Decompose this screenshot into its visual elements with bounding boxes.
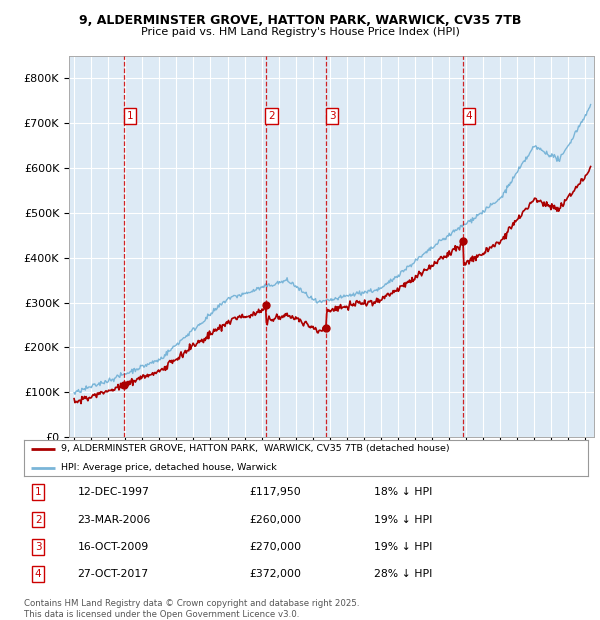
Text: 4: 4 [466, 112, 472, 122]
Text: 1: 1 [35, 487, 41, 497]
Text: 9, ALDERMINSTER GROVE, HATTON PARK,  WARWICK, CV35 7TB (detached house): 9, ALDERMINSTER GROVE, HATTON PARK, WARW… [61, 444, 449, 453]
Text: 18% ↓ HPI: 18% ↓ HPI [374, 487, 432, 497]
Text: 9, ALDERMINSTER GROVE, HATTON PARK, WARWICK, CV35 7TB: 9, ALDERMINSTER GROVE, HATTON PARK, WARW… [79, 14, 521, 27]
Text: HPI: Average price, detached house, Warwick: HPI: Average price, detached house, Warw… [61, 463, 277, 472]
Text: 3: 3 [35, 542, 41, 552]
Text: 2: 2 [268, 112, 275, 122]
Text: 28% ↓ HPI: 28% ↓ HPI [374, 569, 432, 579]
Text: 16-OCT-2009: 16-OCT-2009 [77, 542, 149, 552]
Text: 23-MAR-2006: 23-MAR-2006 [77, 515, 151, 525]
Text: £260,000: £260,000 [250, 515, 302, 525]
Text: 2: 2 [35, 515, 41, 525]
Text: Price paid vs. HM Land Registry's House Price Index (HPI): Price paid vs. HM Land Registry's House … [140, 27, 460, 37]
Text: £372,000: £372,000 [250, 569, 302, 579]
Text: 4: 4 [35, 569, 41, 579]
Text: 3: 3 [329, 112, 335, 122]
Text: 1: 1 [127, 112, 134, 122]
Text: 19% ↓ HPI: 19% ↓ HPI [374, 515, 432, 525]
Text: 12-DEC-1997: 12-DEC-1997 [77, 487, 149, 497]
Text: Contains HM Land Registry data © Crown copyright and database right 2025.
This d: Contains HM Land Registry data © Crown c… [24, 600, 359, 619]
Text: 27-OCT-2017: 27-OCT-2017 [77, 569, 149, 579]
Text: £270,000: £270,000 [250, 542, 302, 552]
Text: £117,950: £117,950 [250, 487, 301, 497]
Text: 19% ↓ HPI: 19% ↓ HPI [374, 542, 432, 552]
